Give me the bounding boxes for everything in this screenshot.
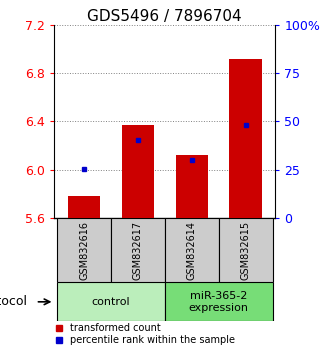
Text: GSM832615: GSM832615 <box>241 221 251 280</box>
Text: percentile rank within the sample: percentile rank within the sample <box>70 336 235 346</box>
Title: GDS5496 / 7896704: GDS5496 / 7896704 <box>87 8 242 24</box>
Bar <box>111 218 165 282</box>
Bar <box>68 196 100 218</box>
Text: miR-365-2
expression: miR-365-2 expression <box>189 291 249 313</box>
Text: GSM832616: GSM832616 <box>79 221 89 280</box>
Bar <box>57 218 111 282</box>
Bar <box>165 282 273 321</box>
Bar <box>165 218 219 282</box>
Bar <box>57 282 165 321</box>
Bar <box>176 155 208 218</box>
Text: GSM832614: GSM832614 <box>187 221 197 280</box>
Bar <box>122 125 154 218</box>
Text: protocol: protocol <box>0 295 28 308</box>
Bar <box>219 218 273 282</box>
Bar <box>229 59 262 218</box>
Text: control: control <box>92 297 130 307</box>
Text: transformed count: transformed count <box>70 322 161 333</box>
Text: GSM832617: GSM832617 <box>133 221 143 280</box>
